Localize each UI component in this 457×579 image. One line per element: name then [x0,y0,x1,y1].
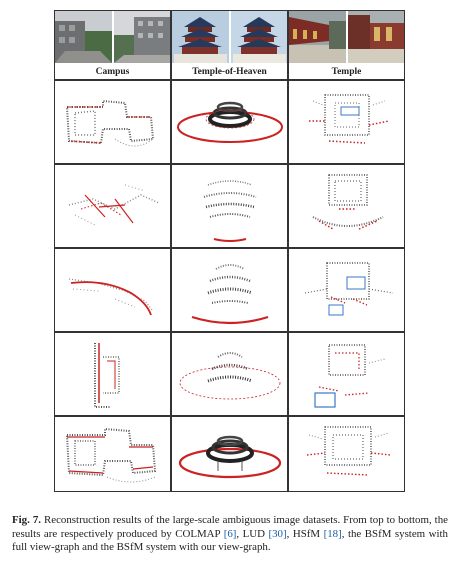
header-cell-temple-of-heaven: Temple-of-Heaven [171,10,288,80]
ref-lud[interactable]: [30] [268,527,287,540]
temple-photo-1 [289,11,346,63]
result-colmap-temple [288,80,405,164]
result-lud-campus [54,164,171,248]
caption-text: , the BSfM system with full view-graph a… [12,527,448,554]
temple-of-heaven-photo-1 [172,11,229,63]
dataset-label-campus: Campus [95,67,130,77]
result-bsfm-ours-campus [54,416,171,492]
figure-caption: Fig. 7. Reconstruction results of the la… [12,514,448,555]
result-lud-temple [288,164,405,248]
temple-of-heaven-photo-2 [230,11,287,63]
dataset-label-temple-of-heaven: Temple-of-Heaven [192,67,267,77]
ref-colmap[interactable]: [6] [223,527,237,540]
dataset-label-temple: Temple [331,67,362,77]
result-bsfm-full-campus [54,332,171,416]
caption-text: , LUD [236,527,269,540]
ref-hsfm[interactable]: [18] [323,527,342,540]
temple-photo-2 [347,11,404,63]
header-cell-campus: Campus [54,10,171,80]
result-hsfm-temple [288,248,405,332]
header-cell-temple: Temple [288,10,405,80]
result-bsfm-full-temple-of-heaven [171,332,288,416]
result-bsfm-full-temple [288,332,405,416]
result-hsfm-campus [54,248,171,332]
campus-photo-2 [113,11,170,63]
result-bsfm-ours-temple-of-heaven [171,416,288,492]
result-hsfm-temple-of-heaven [171,248,288,332]
figure-grid: Campus [54,10,405,492]
caption-label: Fig. 7. [12,514,41,526]
result-colmap-temple-of-heaven [171,80,288,164]
result-bsfm-ours-temple [288,416,405,492]
result-colmap-campus [54,80,171,164]
result-lud-temple-of-heaven [171,164,288,248]
campus-photo-1 [55,11,112,63]
caption-text: , HSfM [286,527,324,540]
caption-text: Reconstruction results of the large-scal… [12,514,448,540]
